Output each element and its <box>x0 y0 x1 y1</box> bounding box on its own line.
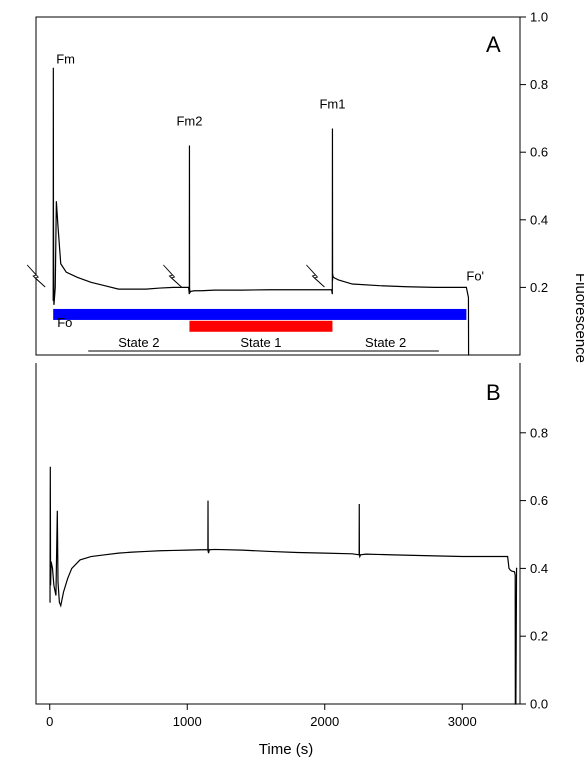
y-tick-label: 0.8 <box>530 77 548 92</box>
annotation-label: Fm2 <box>176 113 202 128</box>
y-tick-label: 0.6 <box>530 145 548 160</box>
panel-a-state-labels: State 2 State 1 State 2 <box>88 335 439 352</box>
y-tick-label: 0.4 <box>530 212 548 227</box>
blue-illumination-bar <box>53 308 467 320</box>
y-tick-label: 0.2 <box>530 629 548 644</box>
x-axis-title: Time (s) <box>259 741 313 758</box>
panel-a-y-axis: 0.2 0.4 0.6 0.8 1.0 <box>520 10 548 295</box>
panel-a-letter: A <box>486 32 501 57</box>
panel-b: 0.0 0.2 0.4 0.6 0.8 B <box>35 363 548 712</box>
annotation-label: Fm1 <box>319 97 345 112</box>
y-axis-title: Fluorescence <box>572 273 584 363</box>
y-tick-label: 0.0 <box>530 697 548 712</box>
state-label: State 1 <box>240 335 281 350</box>
flash-icon <box>163 264 182 288</box>
red-illumination-bar <box>189 320 333 332</box>
flash-icon <box>306 264 325 288</box>
panel-b-series-line <box>49 466 518 705</box>
y-tick-label: 0.4 <box>530 561 548 576</box>
state-label: State 2 <box>118 335 159 350</box>
panel-a-flash-markers <box>26 264 325 288</box>
x-tick-label: 1000 <box>173 714 202 729</box>
y-tick-label: 0.6 <box>530 493 548 508</box>
panel-a-series-line <box>52 67 470 356</box>
panel-a-annotations: Fm Fo Fm2 Fm1 Fo' <box>56 52 484 330</box>
panel-a: 0.2 0.4 0.6 0.8 1.0 State 2 State 1 State 2 Fm… <box>26 10 548 356</box>
panel-a-frame <box>35 16 521 356</box>
panel-b-y-axis: 0.0 0.2 0.4 0.6 0.8 <box>520 425 548 712</box>
x-tick-label: 0 <box>46 714 53 729</box>
panel-b-frame <box>35 363 521 705</box>
annotation-label: Fm <box>56 52 75 67</box>
x-tick-label: 2000 <box>310 714 339 729</box>
panel-a-illumination-bars <box>53 308 467 332</box>
y-tick-label: 1.0 <box>530 10 548 25</box>
x-tick-label: 3000 <box>448 714 477 729</box>
y-tick-label: 0.2 <box>530 280 548 295</box>
annotation-label: Fo <box>57 315 72 330</box>
y-tick-label: 0.8 <box>530 425 548 440</box>
panel-b-letter: B <box>486 380 501 405</box>
state-label: State 2 <box>365 335 406 350</box>
annotation-label: Fo' <box>466 268 484 283</box>
flash-icon <box>26 264 46 288</box>
x-axis: 0 1000 2000 3000 <box>46 704 477 729</box>
